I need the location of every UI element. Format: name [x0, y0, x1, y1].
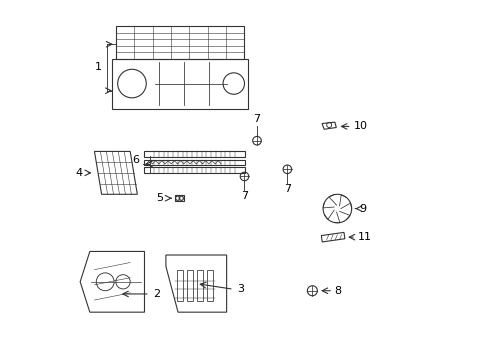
Bar: [112, 59, 247, 109]
Bar: [116, 26, 244, 59]
Text: 7: 7: [253, 114, 260, 124]
Bar: [144, 167, 244, 173]
Bar: [196, 270, 203, 301]
Text: 1: 1: [94, 63, 102, 72]
Text: 8: 8: [334, 286, 341, 296]
Bar: [206, 270, 213, 301]
Text: 3: 3: [237, 284, 244, 294]
Text: 2: 2: [153, 289, 160, 299]
Text: 6: 6: [132, 156, 139, 165]
Bar: [186, 270, 193, 301]
Text: 7: 7: [283, 184, 290, 194]
Text: 7: 7: [241, 192, 247, 202]
Bar: [144, 159, 244, 165]
Bar: [176, 270, 183, 301]
Text: 10: 10: [353, 121, 367, 131]
Text: 4: 4: [76, 168, 83, 178]
Text: 9: 9: [359, 203, 366, 213]
Bar: [144, 152, 244, 157]
Text: 5: 5: [156, 193, 163, 203]
Bar: [321, 233, 344, 242]
Bar: [175, 195, 183, 202]
Text: 11: 11: [357, 232, 370, 242]
